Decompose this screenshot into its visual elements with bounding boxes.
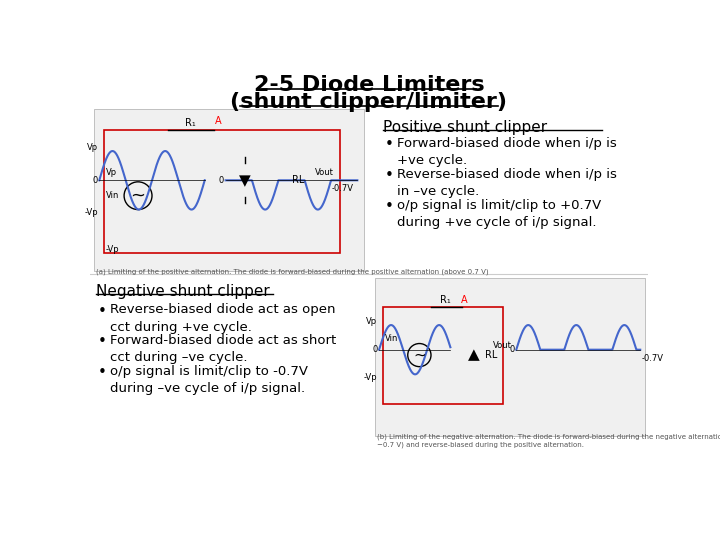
- FancyBboxPatch shape: [94, 110, 364, 271]
- Text: 0: 0: [219, 176, 224, 185]
- Text: Negative shunt clipper: Negative shunt clipper: [96, 284, 270, 299]
- Text: o/p signal is limit/clip to -0.7V
during –ve cycle of i/p signal.: o/p signal is limit/clip to -0.7V during…: [110, 365, 308, 395]
- Text: ▲: ▲: [468, 348, 480, 362]
- Text: RL: RL: [485, 350, 498, 360]
- Text: •: •: [384, 137, 393, 152]
- Text: -0.7V: -0.7V: [642, 354, 664, 362]
- Text: (a) Limiting of the positive alternation. The diode is forward-biased during the: (a) Limiting of the positive alternation…: [96, 269, 489, 275]
- Text: -Vp: -Vp: [84, 208, 98, 217]
- Text: (b) Limiting of the negative alternation. The diode is forward-biased during the: (b) Limiting of the negative alternation…: [377, 434, 720, 448]
- Text: -0.7V: -0.7V: [331, 184, 354, 193]
- Text: 0: 0: [92, 176, 98, 185]
- Text: A: A: [215, 117, 221, 126]
- Text: •: •: [98, 303, 107, 319]
- Text: •: •: [384, 168, 393, 183]
- Text: Forward-biased diode when i/p is
+ve cycle.: Forward-biased diode when i/p is +ve cyc…: [397, 137, 616, 167]
- Text: 0: 0: [372, 345, 377, 354]
- Text: -Vp: -Vp: [364, 373, 377, 382]
- Text: Reverse-biased diode when i/p is
in –ve cycle.: Reverse-biased diode when i/p is in –ve …: [397, 168, 617, 198]
- Bar: [104, 130, 341, 253]
- Text: Vp: Vp: [106, 168, 117, 177]
- Bar: [383, 307, 503, 403]
- Text: Positive shunt clipper: Positive shunt clipper: [383, 120, 547, 135]
- Text: A: A: [461, 295, 467, 305]
- Text: Vout: Vout: [315, 168, 333, 177]
- Text: Vp: Vp: [86, 144, 98, 152]
- Text: Vin: Vin: [106, 191, 119, 200]
- Text: ▼: ▼: [239, 173, 251, 188]
- Text: -Vp: -Vp: [106, 245, 119, 254]
- Text: ~: ~: [413, 348, 426, 362]
- Text: 2-5 Diode Limiters: 2-5 Diode Limiters: [253, 75, 485, 95]
- Text: •: •: [98, 334, 107, 349]
- Text: RL: RL: [292, 176, 304, 185]
- Text: Vp: Vp: [366, 318, 377, 327]
- Text: Forward-biased diode act as short
cct during –ve cycle.: Forward-biased diode act as short cct du…: [110, 334, 336, 364]
- Text: •: •: [384, 199, 393, 214]
- Text: •: •: [98, 365, 107, 380]
- Text: R₁: R₁: [440, 295, 450, 305]
- Text: R₁: R₁: [185, 118, 196, 128]
- Text: (shunt clipper/limiter): (shunt clipper/limiter): [230, 92, 508, 112]
- Text: 0: 0: [510, 345, 515, 354]
- Text: ~: ~: [130, 187, 145, 205]
- Text: Vout: Vout: [493, 341, 512, 350]
- Text: Reverse-biased diode act as open
cct during +ve cycle.: Reverse-biased diode act as open cct dur…: [110, 303, 336, 334]
- FancyBboxPatch shape: [375, 278, 645, 436]
- Text: Vin: Vin: [384, 334, 398, 343]
- Text: o/p signal is limit/clip to +0.7V
during +ve cycle of i/p signal.: o/p signal is limit/clip to +0.7V during…: [397, 199, 601, 229]
